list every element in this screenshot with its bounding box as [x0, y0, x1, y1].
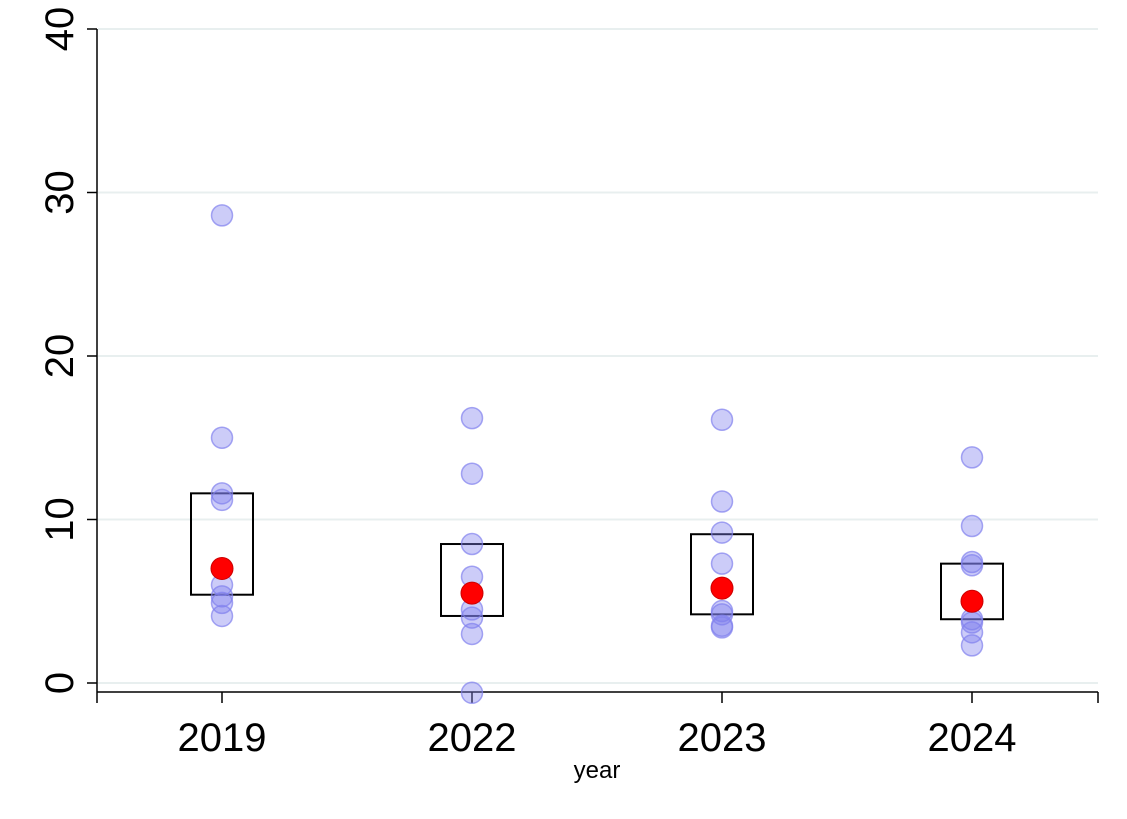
axes — [96, 29, 1098, 693]
data-point — [460, 406, 484, 430]
data-point — [460, 606, 484, 629]
range-boxes — [190, 492, 1004, 621]
mean-marker — [710, 576, 734, 600]
range-box — [690, 533, 754, 616]
mean-marker — [210, 557, 234, 581]
x-axis-ticks: 2019 2022 2023 2024 — [96, 692, 1099, 760]
data-point — [210, 426, 234, 449]
y-tick-label: 40 — [38, 7, 82, 52]
data-point — [210, 482, 234, 505]
range-box — [940, 562, 1004, 621]
x-tick-label: 2022 — [428, 716, 517, 760]
y-tick-label: 20 — [38, 334, 82, 379]
y-tick-label: 0 — [38, 672, 82, 694]
range-box — [440, 543, 504, 617]
x-tick-label: 2024 — [928, 716, 1017, 760]
data-point — [460, 622, 484, 646]
data-point — [210, 585, 234, 608]
x-tick-label: 2019 — [178, 716, 267, 760]
mean-markers — [210, 557, 984, 613]
data-point — [460, 462, 484, 485]
y-tick-label: 10 — [38, 497, 82, 542]
data-point — [710, 603, 734, 626]
data-point — [210, 591, 234, 615]
data-point — [210, 488, 234, 512]
data-point — [960, 634, 984, 657]
y-tick-label: 30 — [38, 170, 82, 215]
data-point — [460, 681, 484, 705]
data-point — [460, 532, 484, 556]
data-point — [960, 514, 984, 538]
data-point — [960, 554, 984, 577]
data-point — [710, 616, 734, 639]
x-axis-title: year — [574, 757, 621, 784]
y-axis-ticks: 0 10 20 30 40 — [38, 7, 97, 694]
data-points — [210, 204, 984, 705]
data-point — [710, 408, 734, 432]
data-point — [710, 552, 734, 575]
data-point — [710, 521, 734, 544]
data-point — [710, 490, 734, 513]
mean-marker — [460, 581, 484, 605]
data-point — [960, 446, 984, 469]
data-point — [210, 604, 234, 628]
mean-marker — [960, 589, 984, 613]
grid-lines — [98, 28, 1098, 684]
data-point — [960, 621, 984, 644]
data-point — [210, 204, 234, 227]
x-tick-label: 2023 — [678, 716, 767, 760]
